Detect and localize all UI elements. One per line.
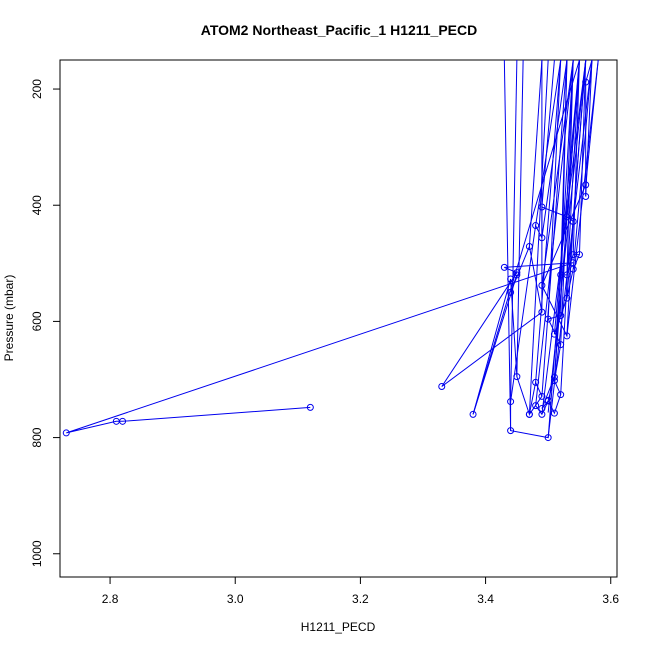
data-point [538,392,546,400]
x-tick-label: 3.2 [352,592,369,606]
data-point [569,265,577,273]
data-point [538,281,546,289]
data-point [550,409,558,417]
y-tick-label: 800 [30,427,44,447]
series-segment [547,59,587,413]
series-segment [541,59,568,238]
series-segment [560,59,568,275]
plot-frame [59,59,618,578]
x-tick-label: 3.0 [227,592,244,606]
series-segment [535,59,562,226]
data-point [563,332,571,340]
data-point [557,341,565,349]
series-segment [510,59,518,402]
series-segment [585,59,593,197]
y-axis-label: Pressure (mbar) [2,275,16,362]
y-axis: 200 400 600 800 1000 [30,79,60,567]
data-point [513,373,521,381]
x-axis: 2.8 3.0 3.2 3.4 3.6 [102,577,619,606]
series-segment [578,59,587,255]
data-point [557,391,565,399]
series-segment [566,59,574,275]
y-tick-label: 600 [30,311,44,331]
data-point [513,271,521,279]
series-segment [572,59,587,222]
series-segment [585,59,599,185]
x-tick-label: 3.6 [602,592,619,606]
y-tick-label: 1000 [30,540,44,567]
series-lines [66,59,599,439]
series-segment [553,59,574,381]
data-point [538,203,546,211]
series-segment [541,59,555,208]
series-segment [553,59,580,335]
data-point [582,181,590,189]
data-point [569,251,577,259]
series-segment [472,59,580,415]
series-segment [566,59,580,217]
series-segment [503,59,512,431]
series-points [62,78,590,442]
series-segment [560,59,580,395]
data-point [469,410,477,418]
series-segment [535,59,562,383]
series-segment [528,59,543,247]
data-point [507,427,515,435]
series-segment [572,59,580,255]
series-segment [541,59,587,415]
series-line [66,82,587,439]
y-tick-label: 400 [30,195,44,215]
data-point [513,269,521,277]
data-point [538,234,546,242]
data-point [525,242,533,250]
data-point [525,410,533,418]
data-point [500,263,508,271]
data-point [563,213,571,221]
data-point [563,294,571,302]
data-point [544,434,552,442]
series-segment [585,59,593,83]
data-point [62,429,70,437]
x-tick-label: 3.4 [477,592,494,606]
data-point [582,78,590,86]
data-point [557,271,565,279]
data-point [550,377,558,385]
data-point [582,193,590,201]
data-point [507,275,515,283]
data-point [544,396,552,404]
data-point [544,315,552,323]
data-point [532,402,540,410]
x-axis-label: H1211_PECD [301,620,376,634]
series-segment [516,59,524,377]
data-point [538,308,546,316]
series-segment [535,59,574,406]
y-tick-label: 200 [30,79,44,99]
series-segment [547,59,562,320]
data-point [532,222,540,230]
data-point [550,330,558,338]
x-tick-label: 2.8 [102,592,119,606]
data-point [112,417,120,425]
data-point [550,373,558,381]
chart-title: ATOM2 Northeast_Pacific_1 H1211_PECD [201,22,478,38]
series-segment [541,59,568,397]
data-point [538,405,546,413]
data-point [557,312,565,320]
data-point [507,288,515,296]
data-point [532,378,540,386]
data-point [306,403,314,411]
data-point [569,217,577,225]
data-point [438,382,446,390]
data-point [507,398,515,406]
